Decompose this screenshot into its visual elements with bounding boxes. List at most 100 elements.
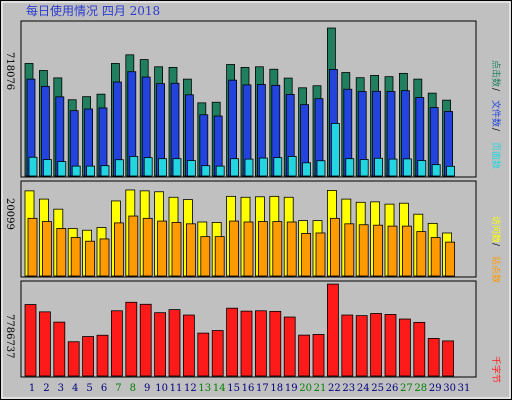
day-label-8: 8 bbox=[130, 383, 136, 394]
top-bar-pages-day-9 bbox=[143, 157, 153, 177]
day-label-24: 24 bbox=[357, 383, 370, 394]
bottom-bar-kbytes-day-12 bbox=[182, 314, 195, 377]
bottom-bar-kbytes-day-3 bbox=[53, 321, 66, 377]
top-bar-pages-day-22 bbox=[330, 123, 340, 177]
legend-kbytes: 千字节 bbox=[490, 356, 502, 383]
day-label-19: 19 bbox=[285, 383, 298, 394]
middle-bar-sites-day-3 bbox=[56, 227, 67, 277]
middle-bar-sites-day-28 bbox=[416, 231, 427, 277]
day-label-22: 22 bbox=[328, 383, 341, 394]
bottom-bar-kbytes-day-7 bbox=[111, 310, 123, 377]
top-bar-pages-day-24 bbox=[359, 159, 369, 177]
legend-slash-2: / bbox=[490, 128, 500, 132]
top-bar-pages-day-3 bbox=[57, 161, 67, 177]
bottom-bar-kbytes-day-29 bbox=[427, 338, 440, 377]
top-bar-pages-day-7 bbox=[115, 159, 124, 177]
day-label-6: 6 bbox=[101, 383, 107, 394]
middle-bar-sites-day-13 bbox=[200, 236, 211, 277]
middle-bar-sites-day-12 bbox=[185, 223, 196, 277]
top-ymax-label: 718076 bbox=[4, 52, 15, 90]
bottom-bar-kbytes-day-15 bbox=[226, 307, 239, 377]
legend-hits: 点击数 bbox=[490, 60, 502, 87]
bottom-bar-kbytes-day-26 bbox=[384, 314, 397, 377]
middle-bar-sites-day-5 bbox=[85, 240, 95, 277]
middle-bar-sites-day-25 bbox=[373, 224, 384, 277]
bottom-bar-kbytes-day-11 bbox=[168, 309, 181, 377]
middle-bar-sites-day-20 bbox=[301, 233, 312, 277]
middle-bar-sites-day-2 bbox=[42, 221, 52, 277]
middle-bar-sites-day-24 bbox=[358, 224, 369, 277]
legend-files: 文件数 bbox=[490, 100, 502, 127]
bottom-bar-kbytes-day-17 bbox=[254, 310, 267, 377]
middle-bar-sites-day-29 bbox=[430, 237, 441, 277]
bottom-bar-kbytes-day-28 bbox=[413, 321, 426, 377]
top-bar-pages-day-10 bbox=[158, 158, 168, 177]
day-label-27: 27 bbox=[400, 383, 413, 394]
top-bar-pages-day-25 bbox=[374, 157, 384, 177]
day-label-7: 7 bbox=[115, 383, 121, 394]
day-label-11: 11 bbox=[170, 383, 183, 394]
middle-panel-frame bbox=[20, 180, 477, 278]
day-label-13: 13 bbox=[198, 383, 211, 394]
top-bar-pages-day-28 bbox=[417, 160, 427, 177]
middle-bar-sites-day-4 bbox=[70, 237, 81, 277]
top-panel-frame bbox=[20, 20, 477, 178]
middle-bar-sites-day-15 bbox=[229, 220, 240, 277]
top-bar-pages-day-12 bbox=[186, 160, 196, 177]
bottom-ymax-label: 7786737 bbox=[4, 314, 15, 359]
top-bar-pages-day-15 bbox=[230, 158, 240, 177]
legend-sites: 站点数 bbox=[490, 256, 502, 283]
middle-bar-sites-day-9 bbox=[142, 217, 153, 277]
legend-slash-1: / bbox=[490, 88, 500, 92]
top-bar-pages-day-17 bbox=[258, 157, 268, 177]
bottom-panel-bars bbox=[24, 283, 455, 377]
middle-bar-sites-day-16 bbox=[243, 221, 254, 277]
bottom-bar-kbytes-day-5 bbox=[82, 336, 94, 377]
day-axis-labels: 1 2 3 4 5 6 7 8 9 10 11 12 13 14 15 16 17 18 19 20 21 22 23 24 2… bbox=[29, 383, 471, 394]
top-bar-pages-day-2 bbox=[43, 159, 52, 177]
day-label-29: 29 bbox=[429, 383, 442, 394]
bottom-bar-kbytes-day-13 bbox=[197, 332, 210, 377]
day-label-15: 15 bbox=[227, 383, 240, 394]
day-label-21: 21 bbox=[314, 383, 327, 394]
middle-bar-sites-day-30 bbox=[445, 241, 456, 277]
bottom-bar-kbytes-day-21 bbox=[312, 334, 325, 377]
middle-bar-sites-day-11 bbox=[171, 222, 182, 277]
legend-slash-3: / bbox=[490, 243, 500, 247]
top-bar-pages-day-23 bbox=[345, 158, 355, 177]
top-bar-pages-day-5 bbox=[86, 165, 95, 177]
bottom-bar-kbytes-day-4 bbox=[67, 341, 80, 377]
top-bar-pages-day-1 bbox=[28, 156, 38, 177]
bottom-bar-kbytes-day-22 bbox=[326, 283, 339, 377]
middle-bar-sites-day-8 bbox=[128, 215, 139, 277]
middle-bar-sites-day-19 bbox=[286, 221, 297, 277]
top-bar-pages-day-16 bbox=[244, 158, 254, 177]
day-label-31: 31 bbox=[458, 383, 471, 394]
legend-pages: 页面数 bbox=[490, 142, 502, 169]
day-label-23: 23 bbox=[342, 383, 355, 394]
day-label-3: 3 bbox=[58, 383, 64, 394]
day-label-4: 4 bbox=[72, 383, 78, 394]
bottom-bar-kbytes-day-18 bbox=[269, 310, 282, 377]
day-label-2: 2 bbox=[43, 383, 49, 394]
bottom-bar-kbytes-day-24 bbox=[355, 315, 368, 377]
top-bar-pages-day-29 bbox=[431, 164, 441, 177]
bottom-panel-frame bbox=[20, 280, 477, 378]
day-label-26: 26 bbox=[386, 383, 399, 394]
day-label-9: 9 bbox=[144, 383, 150, 394]
bottom-bar-kbytes-day-23 bbox=[341, 314, 354, 377]
bottom-bar-kbytes-day-25 bbox=[370, 313, 383, 377]
middle-bar-sites-day-1 bbox=[27, 217, 38, 277]
bottom-bar-kbytes-day-16 bbox=[240, 310, 253, 377]
bottom-bar-kbytes-day-2 bbox=[39, 311, 51, 377]
bottom-bar-kbytes-day-14 bbox=[211, 330, 224, 377]
middle-bar-sites-day-21 bbox=[315, 232, 326, 277]
middle-bar-sites-day-23 bbox=[344, 223, 355, 277]
middle-bar-sites-day-18 bbox=[272, 221, 283, 277]
top-bar-pages-day-6 bbox=[100, 165, 110, 177]
top-bar-pages-day-26 bbox=[388, 158, 398, 177]
bottom-bar-kbytes-day-6 bbox=[96, 334, 109, 377]
middle-bar-sites-day-17 bbox=[257, 221, 268, 277]
bottom-bar-kbytes-day-19 bbox=[283, 316, 296, 377]
bottom-bar-kbytes-day-20 bbox=[298, 334, 311, 377]
